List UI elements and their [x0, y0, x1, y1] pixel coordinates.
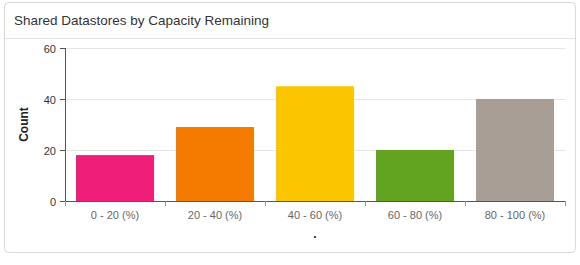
- x-tick-label: 80 - 100 (%): [485, 209, 546, 221]
- y-tick-label: 0: [50, 196, 56, 208]
- x-tick-label: 20 - 40 (%): [188, 209, 242, 221]
- grid-line: [65, 48, 565, 49]
- y-tick: [60, 99, 65, 100]
- y-tick: [60, 48, 65, 49]
- y-axis: [65, 48, 66, 201]
- x-tick-label: 60 - 80 (%): [388, 209, 442, 221]
- x-axis: [65, 201, 565, 202]
- y-tick-label: 60: [44, 43, 56, 55]
- x-tick-label: 0 - 20 (%): [91, 209, 139, 221]
- x-axis-label: .: [313, 227, 316, 241]
- bars: [76, 86, 554, 201]
- bar: [76, 155, 154, 201]
- x-tick: [265, 201, 266, 206]
- y-tick: [60, 201, 65, 202]
- x-tick: [365, 201, 366, 206]
- bar: [276, 86, 354, 201]
- x-tick: [165, 201, 166, 206]
- x-tick: [465, 201, 466, 206]
- y-tick: [60, 150, 65, 151]
- x-tick: [65, 201, 66, 206]
- y-tick-label: 20: [44, 145, 56, 157]
- card: [5, 3, 576, 253]
- x-tick-label: 40 - 60 (%): [288, 209, 342, 221]
- y-axis-label: Count: [17, 107, 31, 142]
- x-tick: [565, 201, 566, 206]
- grid-line: [65, 201, 565, 202]
- bar: [176, 127, 254, 201]
- bar: [376, 150, 454, 201]
- y-tick-label: 40: [44, 94, 56, 106]
- header-divider: [5, 38, 575, 39]
- chart: Shared Datastores by Capacity Remaining 0…: [0, 0, 580, 265]
- title: Shared Datastores by Capacity Remaining: [14, 13, 269, 28]
- bar: [476, 99, 554, 201]
